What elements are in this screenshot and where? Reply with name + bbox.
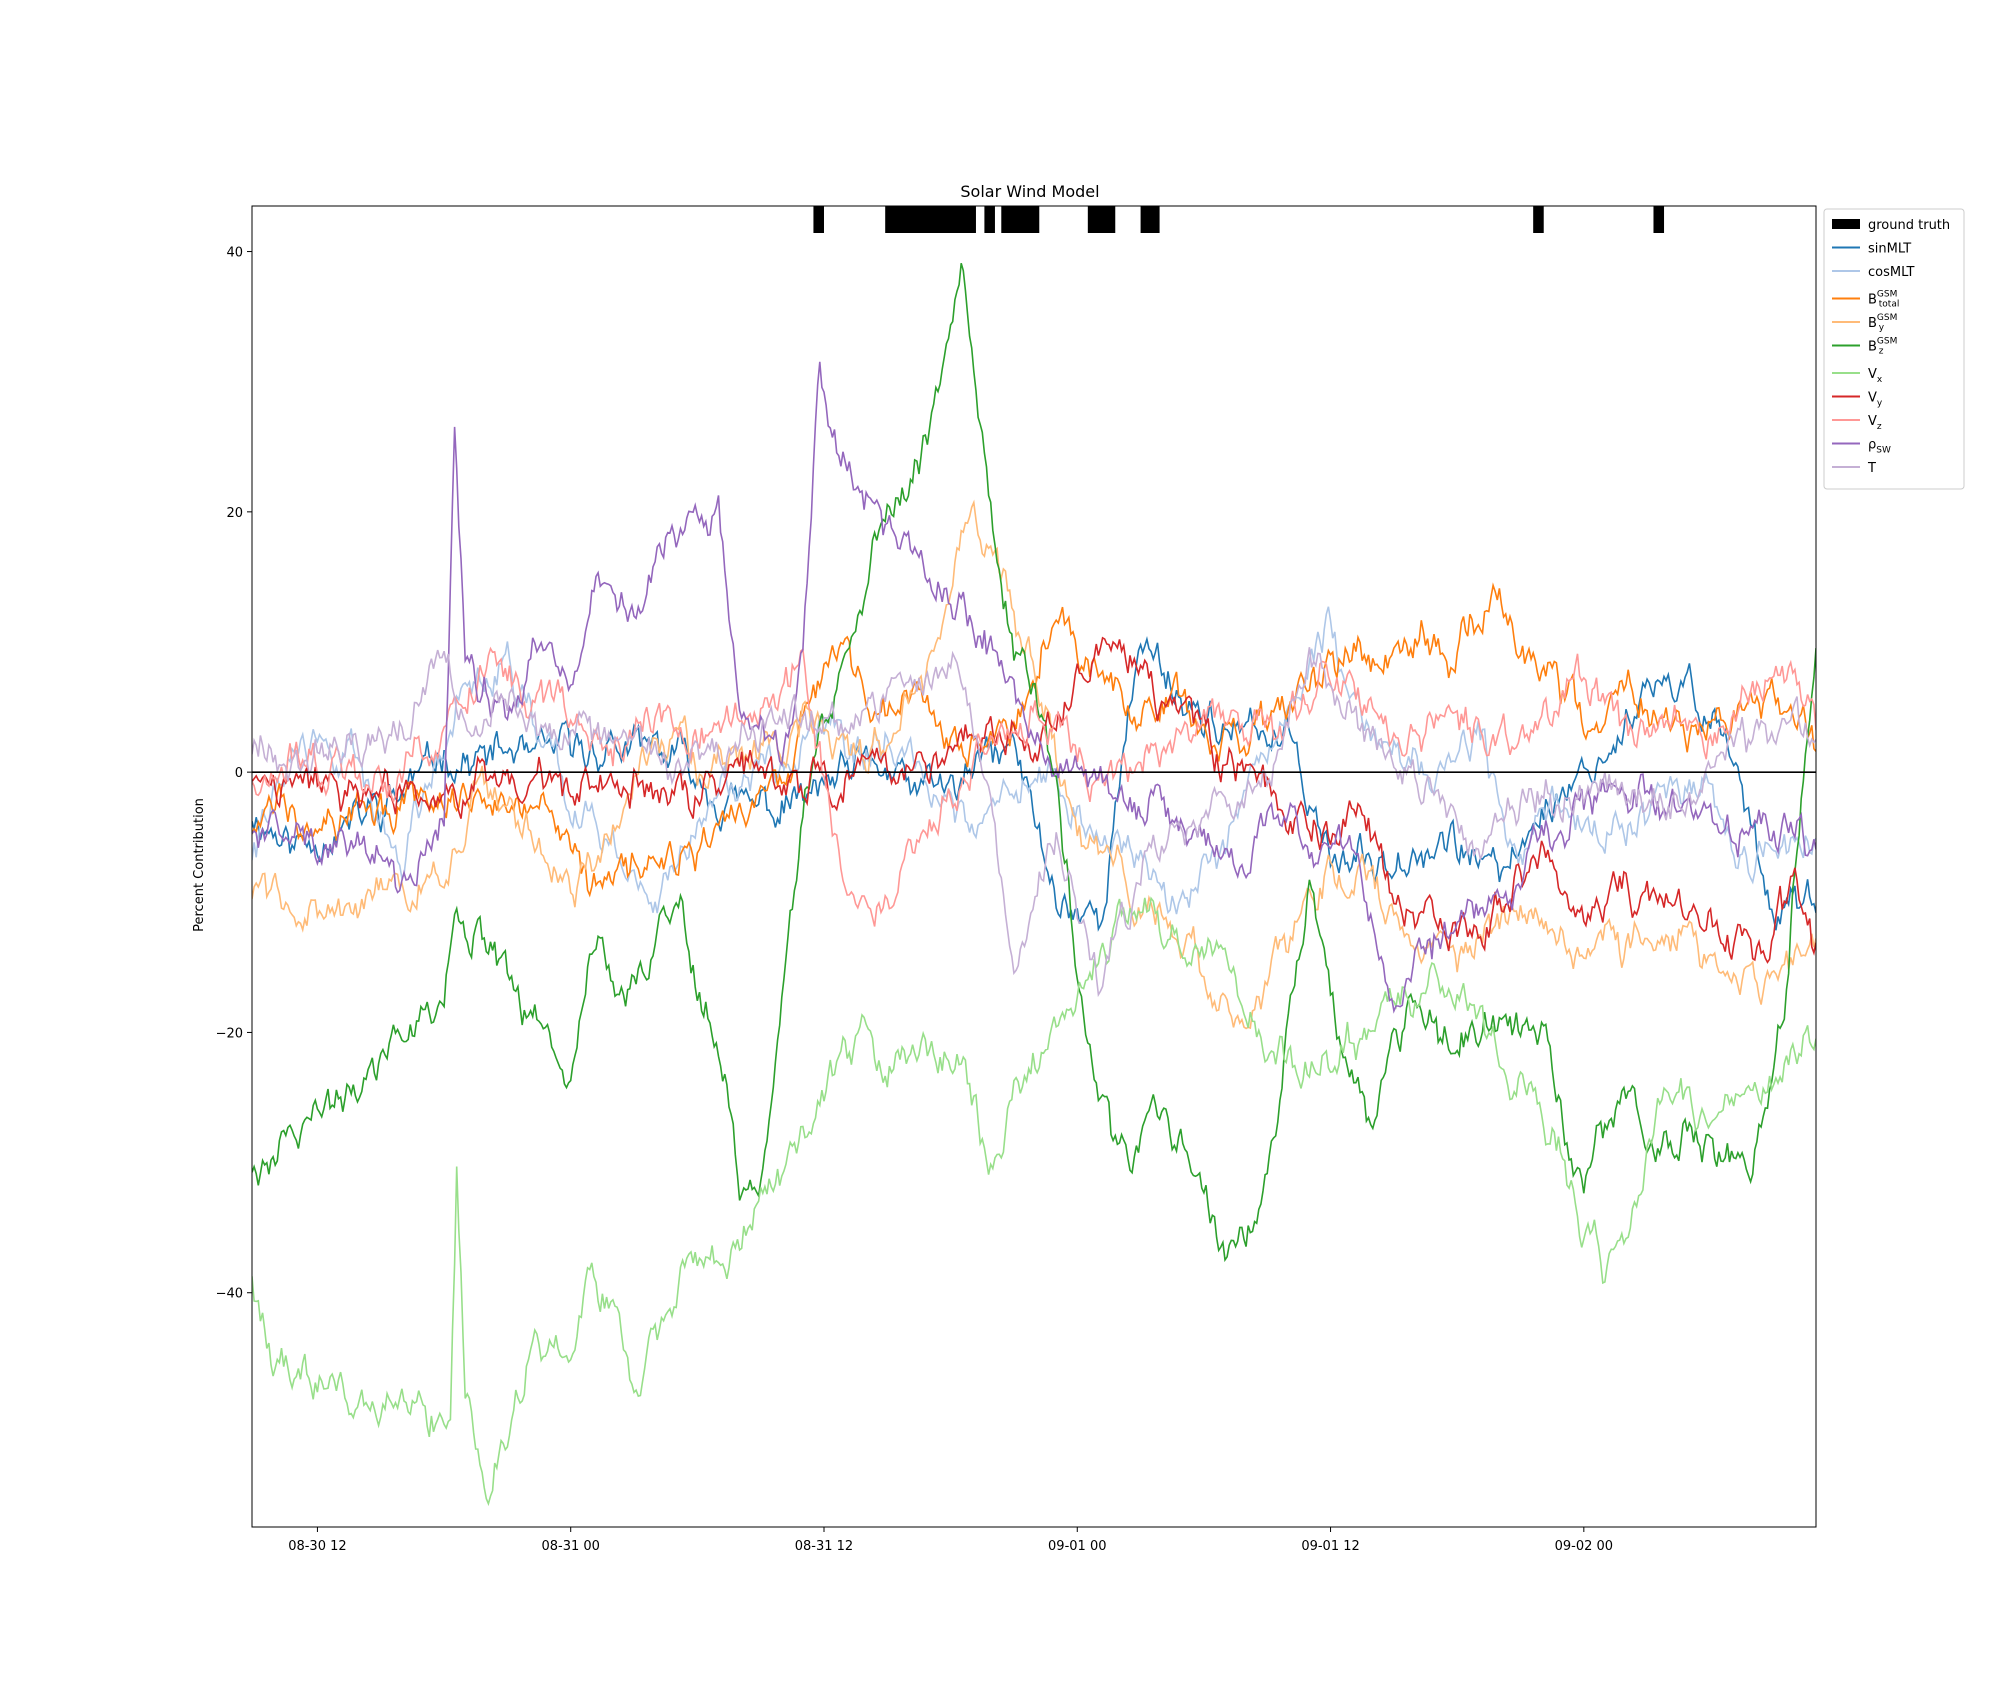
legend-label: ground truth bbox=[1868, 218, 1950, 233]
x-tick-label: 08-30 12 bbox=[288, 1539, 346, 1554]
legend-label: Vz bbox=[1868, 414, 1882, 432]
plot-frame bbox=[251, 205, 1817, 1528]
series-group bbox=[252, 262, 1816, 1507]
legend-label: sinMLT bbox=[1868, 242, 1911, 257]
y-tick-label: −40 bbox=[216, 1287, 243, 1302]
x-tick-label: 09-01 12 bbox=[1301, 1539, 1359, 1554]
legend-label: ρSW bbox=[1868, 438, 1891, 456]
legend-label: Vx bbox=[1868, 367, 1883, 385]
ground-truth-bar-7 bbox=[1533, 206, 1544, 233]
legend-label: BGSM total bbox=[1868, 290, 1899, 310]
series-line-3 bbox=[252, 582, 1816, 898]
series-line-8 bbox=[252, 646, 1816, 927]
y-tick-label: 20 bbox=[226, 506, 243, 521]
ground-truth-bar-4 bbox=[1001, 206, 1040, 233]
legend-label: Vy bbox=[1868, 391, 1883, 409]
y-tick-label: 40 bbox=[226, 246, 243, 261]
x-tick-label: 08-31 00 bbox=[541, 1539, 599, 1554]
series-line-10 bbox=[252, 647, 1816, 998]
ground-truth-bar-5 bbox=[1087, 206, 1116, 233]
chart-title: Solar Wind Model bbox=[960, 182, 1099, 201]
series-line-6 bbox=[252, 896, 1816, 1507]
legend-swatch-ground-truth bbox=[1832, 219, 1860, 229]
plot-area: −40 −20 0 20 40 08-30 12 08-31 00 08-31 12 09-01… bbox=[216, 205, 1817, 1554]
y-tick-label: −20 bbox=[216, 1026, 243, 1041]
series-line-5 bbox=[252, 262, 1816, 1263]
series-line-9 bbox=[252, 361, 1816, 1014]
series-line-7 bbox=[252, 636, 1816, 964]
series-line-4 bbox=[252, 499, 1816, 1030]
ground-truth-bar-6 bbox=[1140, 206, 1160, 233]
legend-label: cosMLT bbox=[1868, 265, 1915, 280]
y-tick-label: 0 bbox=[235, 766, 243, 781]
x-tick-label: 09-02 00 bbox=[1555, 1539, 1613, 1554]
ground-truth-bar-3 bbox=[984, 206, 995, 233]
legend: ground truth sinMLT cosMLT BGSM total BGSM y BG… bbox=[1823, 208, 1965, 490]
legend-label: T bbox=[1867, 461, 1876, 476]
x-tick-label: 08-31 12 bbox=[795, 1539, 853, 1554]
ground-truth-bar-2 bbox=[885, 206, 976, 233]
y-axis-label: Percent Contribution bbox=[192, 798, 207, 932]
x-tick-label: 09-01 00 bbox=[1048, 1539, 1106, 1554]
legend-label: BGSM y bbox=[1868, 313, 1897, 333]
ground-truth-bar-8 bbox=[1653, 206, 1665, 233]
legend-label: BGSM z bbox=[1868, 337, 1897, 357]
ground-truth-bar-1 bbox=[813, 206, 824, 233]
